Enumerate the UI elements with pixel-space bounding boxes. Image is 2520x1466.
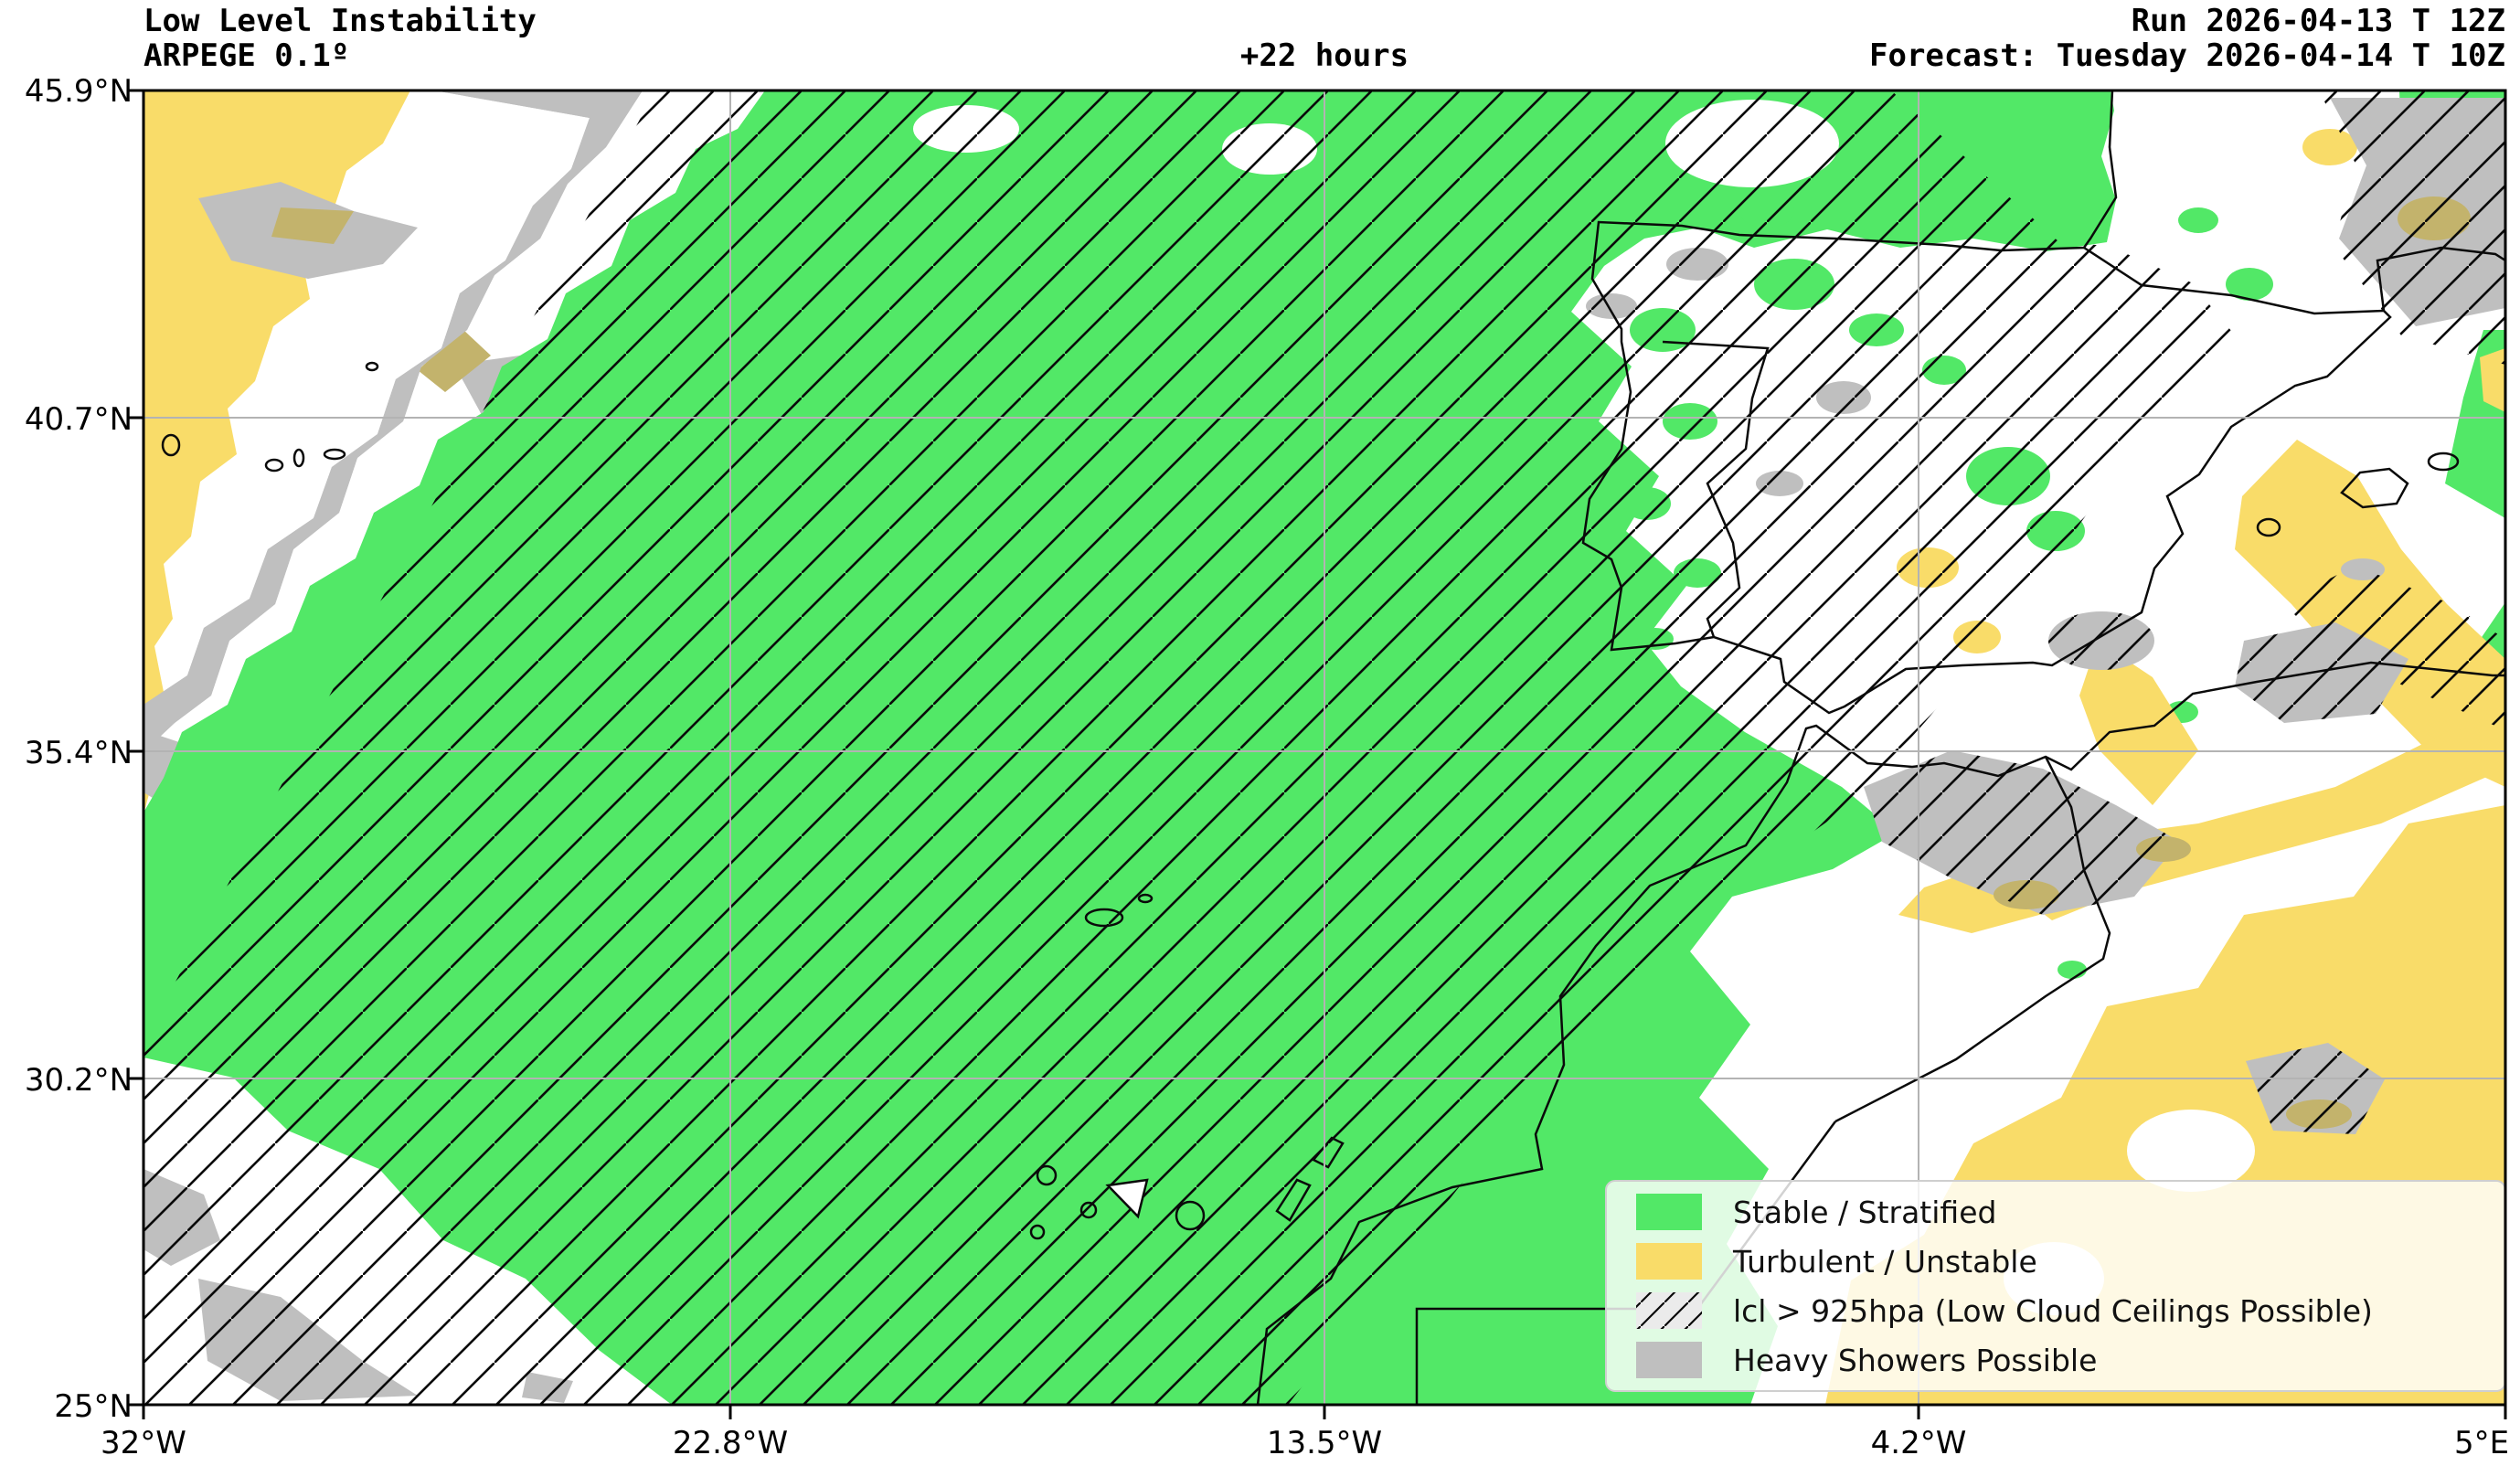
- africa-coastline: [1256, 661, 2505, 1405]
- page-title: Low Level Instability: [144, 3, 537, 39]
- y-tick-label: 40.7°N: [25, 401, 133, 438]
- azores-islet-2: [264, 458, 284, 473]
- legend-label-showers: Heavy Showers Possible: [1733, 1343, 2097, 1378]
- la-palma-outline: [1036, 1164, 1058, 1186]
- madeira-outline: [1084, 908, 1124, 928]
- map-canvas: Stable / Stratified Turbulent / Unstable…: [144, 90, 2505, 1405]
- tenerife-outline: [1105, 1178, 1149, 1219]
- map-legend: Stable / Stratified Turbulent / Unstable…: [1605, 1180, 2505, 1392]
- run-label: Run 2026-04-13 T 12Z: [2132, 3, 2505, 39]
- low-cloud-hatch-overlay: [144, 90, 2505, 1405]
- y-axis-labels: 45.9°N 40.7°N 35.4°N 30.2°N 25°N: [25, 73, 133, 1425]
- x-axis-labels: 32°W 22.8°W 13.5°W 4.2°W 5°E: [101, 1425, 2509, 1461]
- lead-time-label: +22 hours: [1240, 37, 1409, 74]
- azores-islet-4: [323, 448, 346, 461]
- legend-swatch-turbulent: [1636, 1243, 1702, 1280]
- fuerteventura-outline: [1275, 1178, 1312, 1222]
- x-tick-label: 32°W: [101, 1425, 186, 1461]
- model-label: ARPEGE 0.1º: [144, 37, 349, 74]
- coastlines: [161, 90, 2505, 1405]
- x-tick-label: 13.5°W: [1267, 1425, 1382, 1461]
- portugal-spain-border: [1662, 340, 1770, 638]
- pyrenees-border: [2083, 246, 2385, 315]
- map-plot-area: Stable / Stratified Turbulent / Unstable…: [129, 89, 2507, 1419]
- legend-swatch-lcl-hatch: [1636, 1292, 1702, 1329]
- legend-swatch-showers: [1636, 1342, 1702, 1378]
- el-hierro-outline: [1029, 1224, 1046, 1240]
- mallorca-outline: [2340, 467, 2409, 509]
- x-tick-label: 22.8°W: [673, 1425, 788, 1461]
- legend-swatch-stable: [1636, 1194, 1702, 1230]
- morocco-algeria-border: [1834, 756, 2111, 1123]
- gran-canaria-outline: [1175, 1200, 1206, 1231]
- forecast-label: Forecast: Tuesday 2026-04-14 T 10Z: [1869, 37, 2505, 74]
- legend-label-lcl: lcl > 925hpa (Low Cloud Ceilings Possibl…: [1733, 1293, 2373, 1329]
- la-gomera-outline: [1079, 1201, 1098, 1219]
- azores-islet-1: [161, 433, 181, 457]
- turbulent-region-northwest: [144, 90, 410, 814]
- azores-islet-3: [292, 448, 305, 468]
- axis-ticks: [129, 89, 2507, 1419]
- legend-label-stable: Stable / Stratified: [1733, 1195, 1996, 1230]
- lanzarote-outline: [1312, 1136, 1345, 1169]
- porto-santo-outline: [1137, 893, 1154, 904]
- y-tick-label: 30.2°N: [25, 1062, 133, 1099]
- x-tick-label: 4.2°W: [1871, 1425, 1967, 1461]
- legend-box: [1605, 1180, 2505, 1392]
- ibiza-outline: [2256, 517, 2281, 537]
- menorca-outline: [2427, 451, 2460, 472]
- y-tick-label: 45.9°N: [25, 73, 133, 110]
- legend-label-turbulent: Turbulent / Unstable: [1732, 1244, 2037, 1280]
- atlantic-islet: [365, 361, 379, 372]
- x-tick-label: 5°E: [2454, 1425, 2509, 1461]
- y-tick-label: 35.4°N: [25, 735, 133, 771]
- y-tick-label: 25°N: [54, 1388, 133, 1425]
